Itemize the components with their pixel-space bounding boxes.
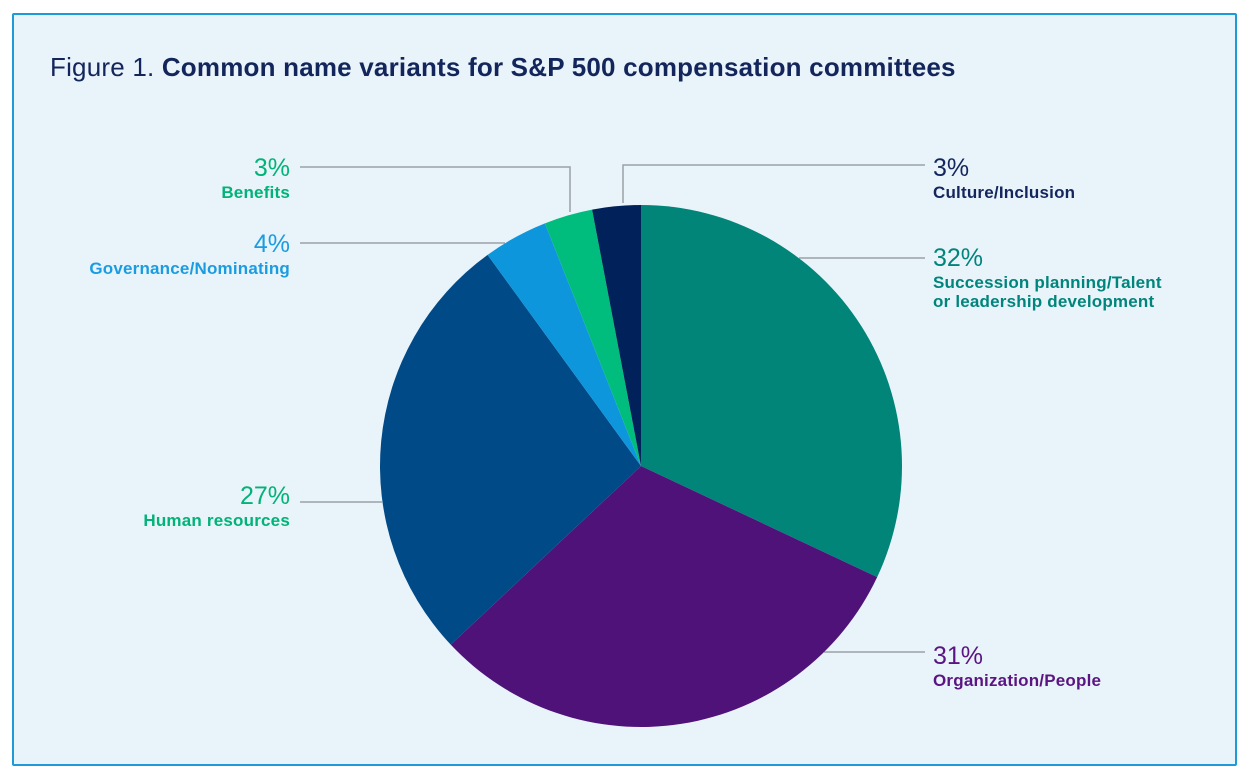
slice-pct: 3% (253, 154, 290, 182)
slice-name: Human resources (143, 511, 290, 530)
slice-pct: 3% (933, 154, 970, 182)
figure-number: Figure 1. (50, 52, 162, 82)
leader-lines (300, 164, 925, 653)
slice-label-governance: 4% Governance/Nominating (89, 231, 290, 278)
slice-label-culture: 3% Culture/Inclusion (933, 155, 1075, 202)
pie-slice-0 (641, 204, 903, 578)
pie-slice-2 (380, 254, 641, 645)
slice-name: Organization/People (933, 671, 1102, 690)
pie-slice-3 (487, 223, 641, 466)
slice-label-benefits: 3% Benefits (221, 155, 290, 202)
slice-label-organization: 31% Organization/People (933, 643, 1101, 690)
pie-slice-5 (592, 205, 641, 466)
figure-title-text: Common name variants for S&P 500 compens… (161, 52, 956, 82)
leader-line-culture (622, 164, 925, 203)
slice-name: Benefits (221, 183, 290, 202)
figure-title: Figure 1. Common name variants for S&P 5… (50, 52, 956, 82)
pie-slice-4 (544, 209, 641, 466)
slice-name: Culture/Inclusion (933, 183, 1076, 202)
slice-name: Governance/Nominating (89, 259, 290, 278)
slice-pct: 4% (253, 230, 290, 258)
pie-slice-1 (450, 466, 878, 728)
slice-pct: 31% (933, 642, 984, 670)
slice-pct: 27% (239, 482, 290, 510)
slice-label-human-resources: 27% Human resources (143, 483, 290, 530)
slice-name: Succession planning/Talent or leadership… (933, 273, 1162, 311)
slice-pct: 32% (933, 244, 984, 272)
pie-slices-group (380, 204, 903, 728)
leader-line-benefits (300, 166, 571, 212)
slice-label-succession: 32% Succession planning/Talent or leader… (933, 245, 1162, 311)
